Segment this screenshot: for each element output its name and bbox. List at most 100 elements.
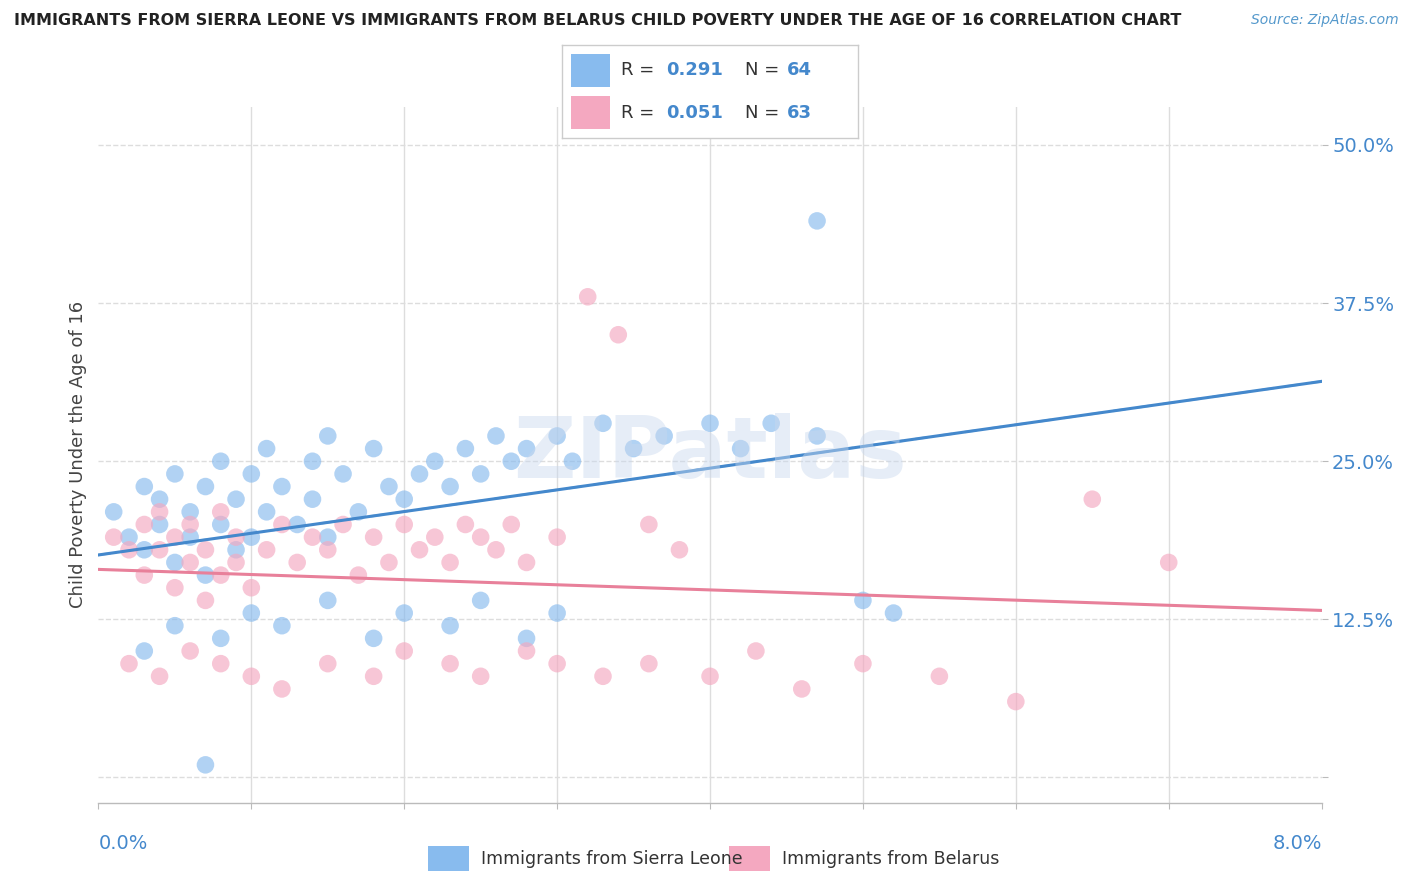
Point: [516, 556, 538, 570]
Bar: [571, 54, 610, 87]
Point: [240, 467, 263, 481]
Point: [470, 530, 492, 544]
Point: [209, 517, 232, 532]
Point: [759, 417, 782, 431]
Point: [163, 530, 186, 544]
Point: [699, 669, 721, 683]
Point: [118, 530, 141, 544]
Point: [454, 517, 477, 532]
Point: [179, 556, 201, 570]
Text: 64: 64: [787, 62, 811, 79]
Point: [363, 530, 385, 544]
Point: [209, 505, 232, 519]
Point: [194, 568, 217, 582]
Point: [470, 467, 492, 481]
Point: [592, 417, 614, 431]
Text: IMMIGRANTS FROM SIERRA LEONE VS IMMIGRANTS FROM BELARUS CHILD POVERTY UNDER THE : IMMIGRANTS FROM SIERRA LEONE VS IMMIGRAN…: [14, 13, 1181, 29]
Point: [883, 606, 905, 620]
Point: [516, 644, 538, 658]
Point: [149, 669, 172, 683]
Point: [546, 429, 568, 443]
Text: N =: N =: [745, 103, 786, 121]
Point: [256, 442, 278, 456]
Point: [179, 505, 201, 519]
Point: [332, 517, 354, 532]
Point: [270, 479, 294, 493]
Point: [423, 530, 446, 544]
Point: [806, 214, 828, 228]
Point: [516, 442, 538, 456]
Point: [134, 479, 156, 493]
Point: [240, 606, 263, 620]
Point: [501, 517, 523, 532]
Point: [149, 517, 172, 532]
Point: [576, 290, 599, 304]
Point: [790, 681, 813, 696]
Point: [928, 669, 950, 683]
Point: [134, 517, 156, 532]
Point: [270, 517, 294, 532]
Text: 0.0%: 0.0%: [98, 834, 148, 854]
Point: [301, 454, 323, 468]
Point: [470, 669, 492, 683]
Point: [347, 505, 370, 519]
Point: [637, 517, 661, 532]
Point: [363, 632, 385, 646]
Point: [592, 669, 614, 683]
Point: [332, 467, 354, 481]
Point: [163, 618, 186, 632]
Text: R =: R =: [621, 103, 661, 121]
Point: [240, 669, 263, 683]
Point: [392, 606, 416, 620]
Point: [516, 632, 538, 646]
Point: [470, 593, 492, 607]
Text: 0.051: 0.051: [666, 103, 723, 121]
Point: [270, 618, 294, 632]
Point: [408, 542, 430, 557]
Point: [285, 517, 308, 532]
Point: [852, 593, 875, 607]
Point: [316, 542, 339, 557]
Point: [316, 429, 339, 443]
Point: [285, 556, 308, 570]
Point: [485, 542, 508, 557]
Point: [149, 492, 172, 507]
Point: [118, 542, 141, 557]
Point: [423, 454, 446, 468]
Text: Source: ZipAtlas.com: Source: ZipAtlas.com: [1251, 13, 1399, 28]
Point: [240, 530, 263, 544]
Point: [194, 593, 217, 607]
Point: [392, 492, 416, 507]
Point: [179, 517, 201, 532]
Point: [392, 644, 416, 658]
Point: [270, 681, 294, 696]
Point: [607, 327, 630, 342]
Point: [439, 618, 461, 632]
Point: [501, 454, 523, 468]
Point: [316, 593, 339, 607]
Text: ZIPatlas: ZIPatlas: [513, 413, 907, 497]
Point: [392, 517, 416, 532]
Point: [546, 530, 568, 544]
Point: [363, 442, 385, 456]
Point: [209, 568, 232, 582]
Point: [439, 556, 461, 570]
Point: [316, 530, 339, 544]
Point: [149, 542, 172, 557]
Point: [194, 542, 217, 557]
Point: [561, 454, 583, 468]
Point: [301, 492, 323, 507]
Text: R =: R =: [621, 62, 661, 79]
Point: [316, 657, 339, 671]
Point: [225, 542, 247, 557]
Text: 8.0%: 8.0%: [1272, 834, 1322, 854]
Point: [301, 530, 323, 544]
Point: [134, 542, 156, 557]
Point: [347, 568, 370, 582]
Y-axis label: Child Poverty Under the Age of 16: Child Poverty Under the Age of 16: [69, 301, 87, 608]
Point: [118, 657, 141, 671]
Bar: [571, 96, 610, 129]
Point: [209, 632, 232, 646]
Text: Immigrants from Sierra Leone: Immigrants from Sierra Leone: [481, 849, 742, 868]
Point: [1157, 556, 1180, 570]
